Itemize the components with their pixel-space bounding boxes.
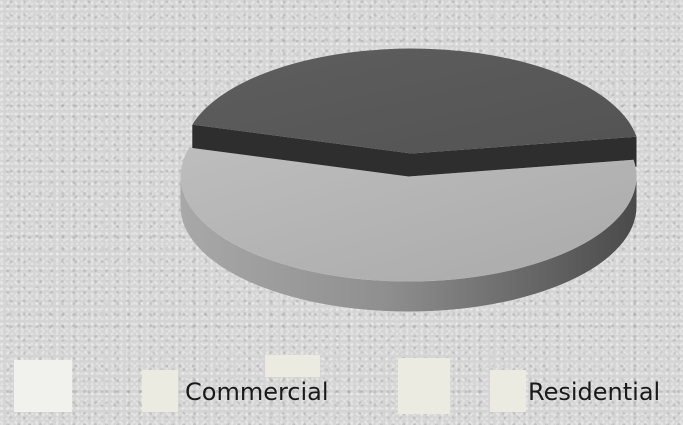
pie-slice-side-residential	[180, 176, 637, 312]
pie-chart	[180, 48, 637, 312]
pie-slice-commercial	[192, 48, 637, 154]
legend-decoration	[398, 358, 450, 414]
legend-decoration	[14, 360, 72, 412]
pie-slice-residential	[180, 147, 637, 282]
legend-label-commercial: Commercial	[185, 378, 329, 406]
legend-label-residential: Residential	[528, 378, 661, 406]
pie-slice-face-commercial	[192, 124, 412, 184]
legend-decoration	[265, 355, 320, 377]
legend-swatch-residential	[490, 370, 526, 412]
pie-slice-face-commercial	[411, 136, 637, 184]
legend-swatch-commercial	[142, 370, 178, 412]
